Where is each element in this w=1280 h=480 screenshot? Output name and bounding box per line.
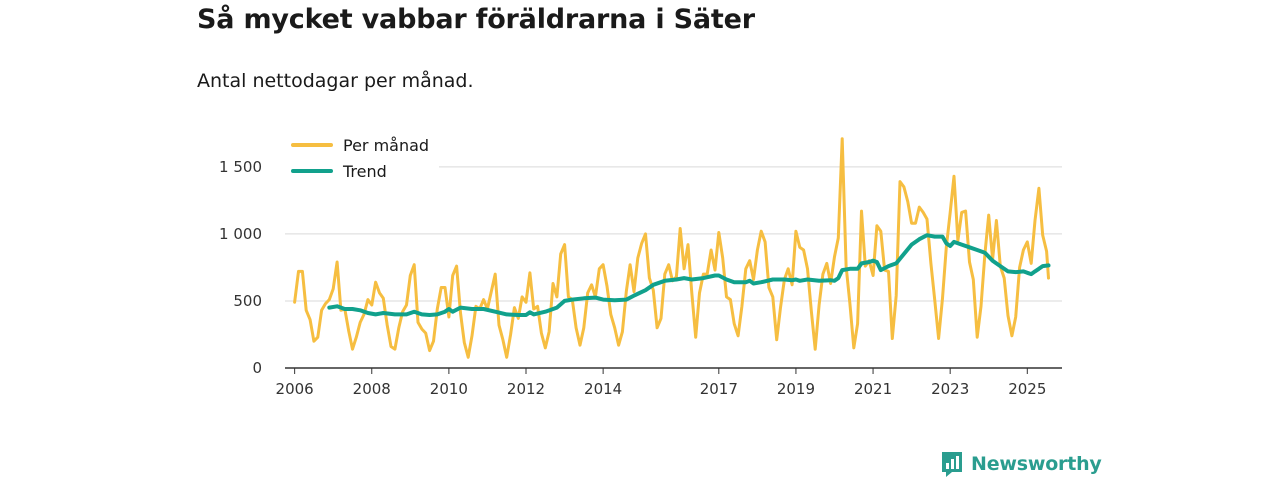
series-line-trend — [327, 233, 1051, 317]
x-tick-label: 2025 — [1008, 380, 1046, 398]
x-tick-label: 2010 — [430, 380, 468, 398]
y-tick-label: 1 000 — [219, 225, 262, 243]
axes: 0 500 1 000 1 500 2006 2008 2010 2012 2014 2017 20… — [219, 158, 1062, 398]
legend-background — [284, 130, 439, 182]
legend: Per månad Trend — [284, 130, 439, 182]
series-lines — [293, 137, 1051, 359]
legend-label-trend: Trend — [342, 162, 387, 181]
x-tick-label: 2023 — [931, 380, 969, 398]
x-tick-label: 2017 — [700, 380, 738, 398]
newsworthy-logo-icon — [942, 452, 962, 477]
x-tick-label: 2012 — [507, 380, 545, 398]
y-tick-label: 0 — [252, 359, 262, 377]
legend-label-per-manad: Per månad — [343, 136, 429, 155]
x-tick-label: 2008 — [353, 380, 391, 398]
y-tick-label: 1 500 — [219, 158, 262, 176]
newsworthy-logo: Newsworthy — [940, 450, 1102, 478]
y-tick-label: 500 — [233, 292, 262, 310]
x-tick-label: 2021 — [854, 380, 892, 398]
brand-name: Newsworthy — [971, 453, 1102, 475]
x-tick-label: 2006 — [276, 380, 314, 398]
x-tick-label: 2014 — [584, 380, 622, 398]
chart-subtitle: Antal nettodagar per månad. — [197, 70, 474, 92]
chart-title: Så mycket vabbar föräldrarna i Säter — [197, 4, 755, 35]
x-tick-label: 2019 — [777, 380, 815, 398]
